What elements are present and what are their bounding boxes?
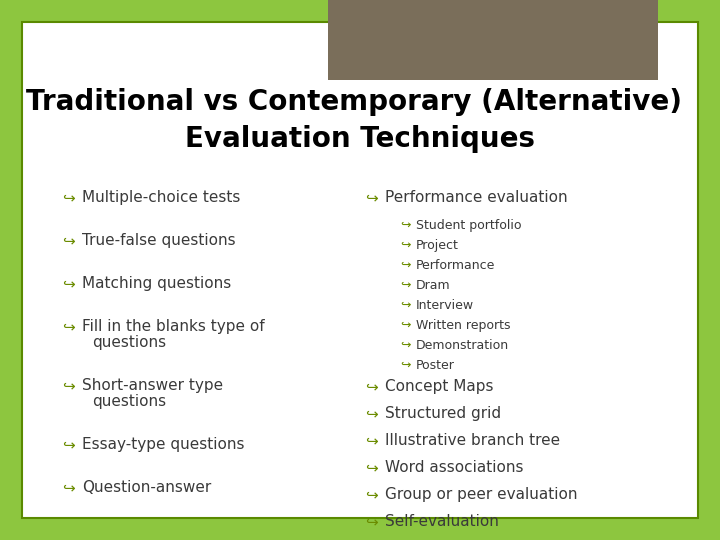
Text: ↪: ↪ [365,406,378,421]
Text: ↪: ↪ [400,299,410,312]
Text: Student portfolio: Student portfolio [416,219,521,232]
Text: Illustrative branch tree: Illustrative branch tree [385,433,560,448]
Text: Structured grid: Structured grid [385,406,501,421]
Text: ↪: ↪ [400,319,410,332]
Text: Question-answer: Question-answer [82,480,211,495]
Text: Dram: Dram [416,279,451,292]
Bar [328,0,658,80]
Text: Poster: Poster [416,359,455,372]
Text: Short-answer type: Short-answer type [82,378,223,393]
Text: Fill in the blanks type of: Fill in the blanks type of [82,319,265,334]
Text: Written reports: Written reports [416,319,510,332]
Text: Concept Maps: Concept Maps [385,379,493,394]
Text: Project: Project [416,239,459,252]
Text: ↪: ↪ [400,219,410,232]
Text: ↪: ↪ [62,276,75,291]
Text: ↪: ↪ [400,239,410,252]
Text: Self-evaluation: Self-evaluation [385,514,499,529]
Text: ↪: ↪ [365,487,378,502]
Text: ↪: ↪ [62,233,75,248]
Text: ↪: ↪ [365,379,378,394]
Text: ↪: ↪ [62,378,75,393]
Text: ↪: ↪ [365,514,378,529]
Text: Evaluation Techniques: Evaluation Techniques [185,125,535,153]
Text: ↪: ↪ [62,480,75,495]
Text: Multiple-choice tests: Multiple-choice tests [82,190,240,205]
Text: questions: questions [92,335,166,350]
Text: True-false questions: True-false questions [82,233,235,248]
Text: Performance evaluation: Performance evaluation [385,190,567,205]
Text: ↪: ↪ [62,319,75,334]
Text: Traditional vs Contemporary (Alternative): Traditional vs Contemporary (Alternative… [26,88,682,116]
Text: Matching questions: Matching questions [82,276,231,291]
Text: Essay-type questions: Essay-type questions [82,437,245,452]
Text: Interview: Interview [416,299,474,312]
Text: ↪: ↪ [365,433,378,448]
Text: Demonstration: Demonstration [416,339,509,352]
Text: Word associations: Word associations [385,460,523,475]
Text: ↪: ↪ [400,279,410,292]
Text: ↪: ↪ [62,190,75,205]
Text: Group or peer evaluation: Group or peer evaluation [385,487,577,502]
Text: ↪: ↪ [400,359,410,372]
Text: Performance: Performance [416,259,495,272]
Text: ↪: ↪ [365,190,378,205]
Text: ↪: ↪ [365,460,378,475]
Text: ↪: ↪ [400,259,410,272]
Text: ↪: ↪ [400,339,410,352]
Text: ↪: ↪ [62,437,75,452]
Text: questions: questions [92,394,166,409]
